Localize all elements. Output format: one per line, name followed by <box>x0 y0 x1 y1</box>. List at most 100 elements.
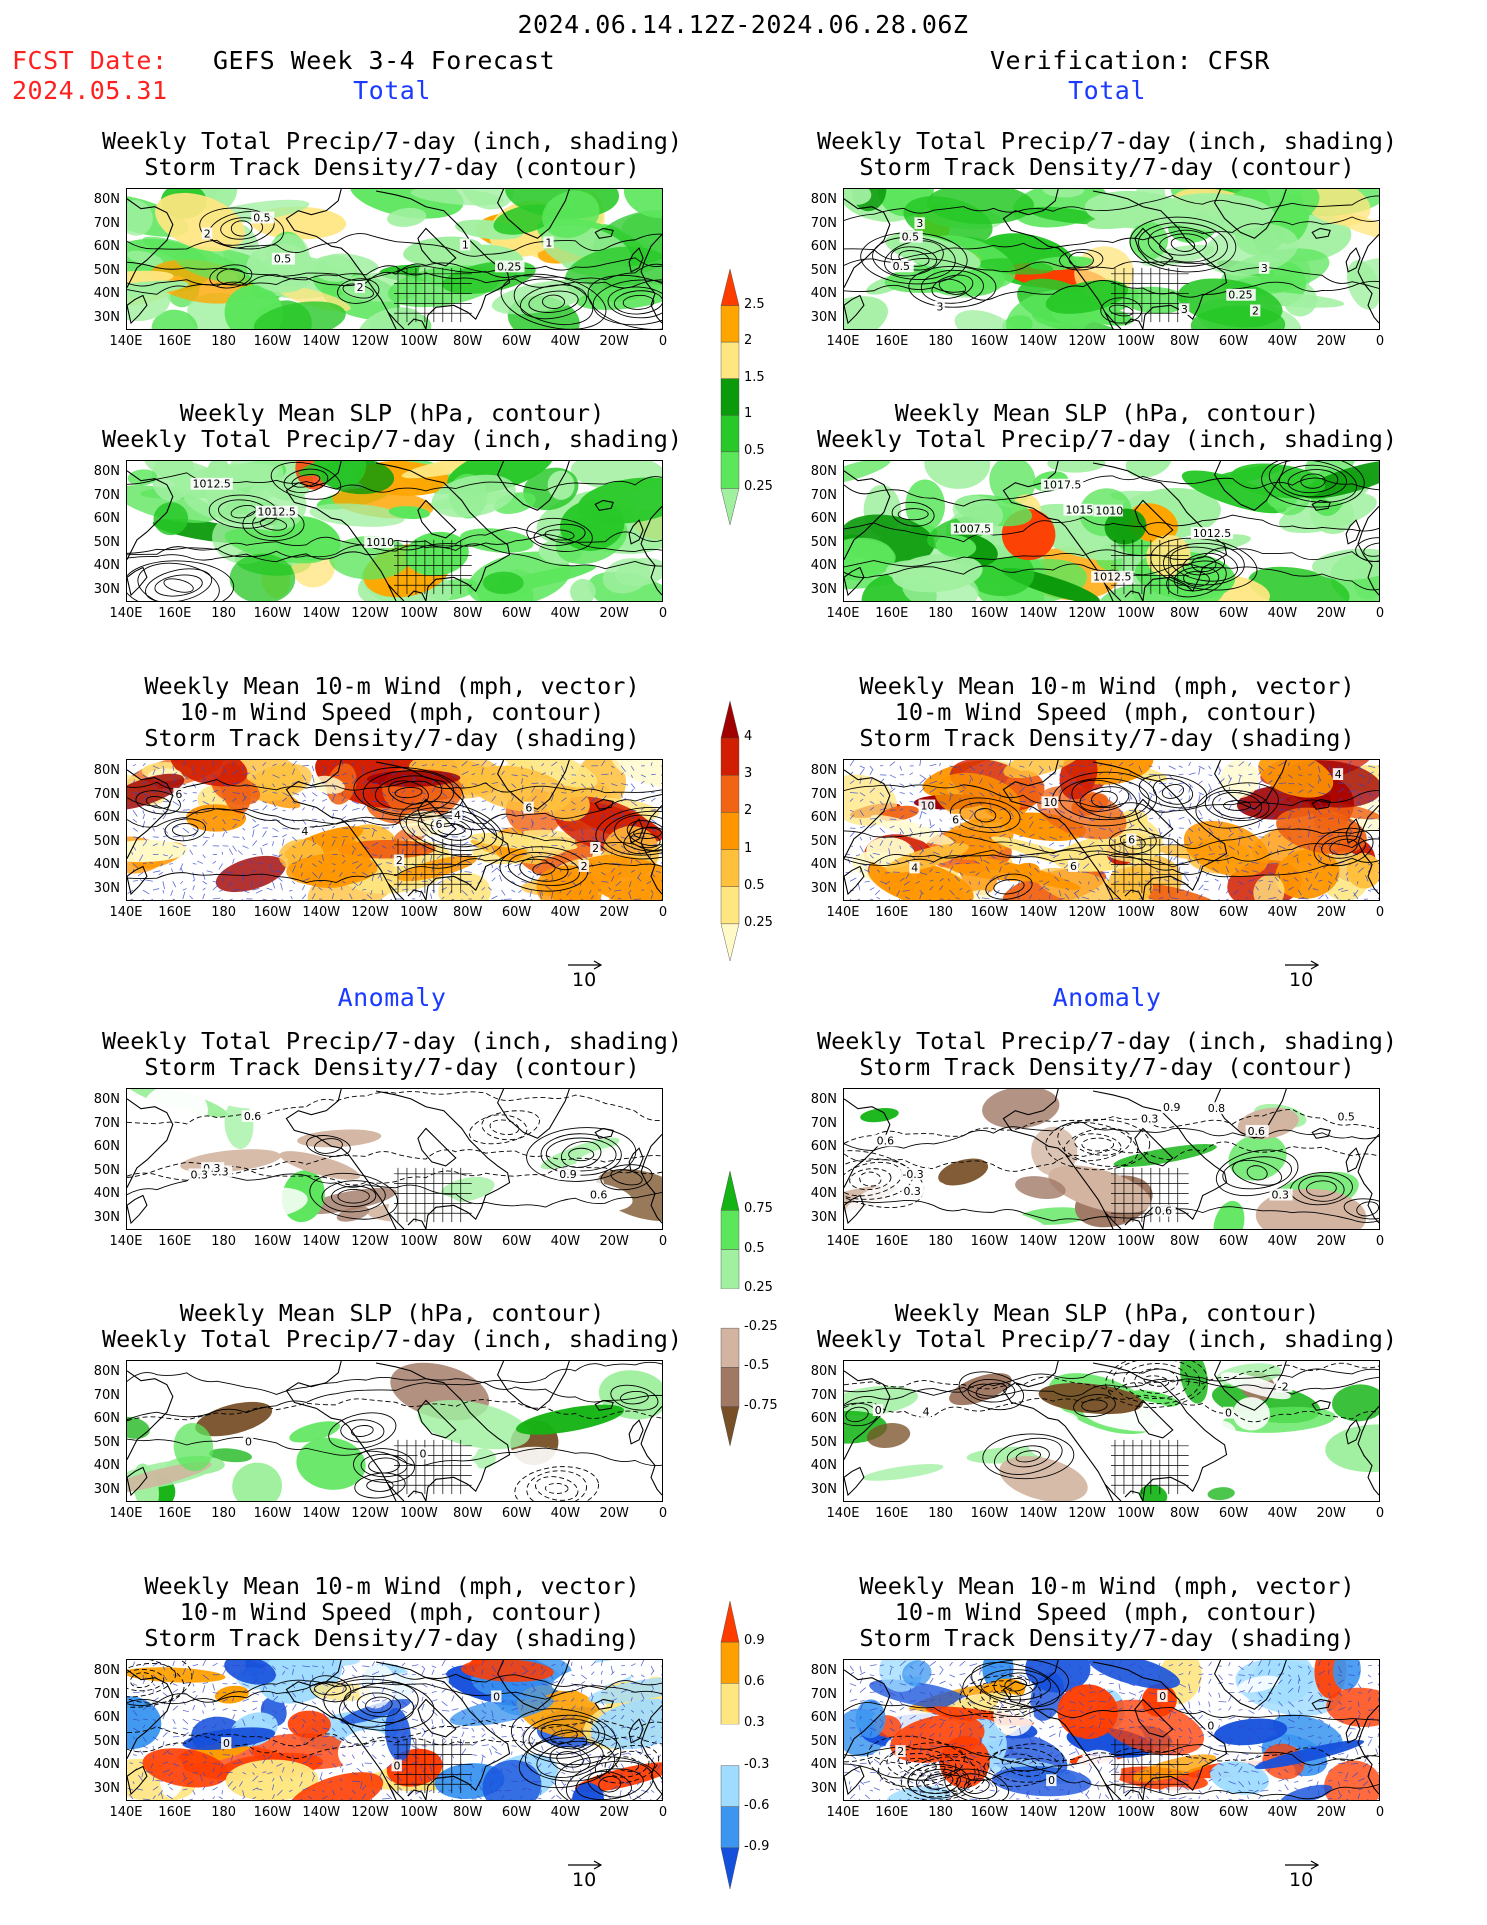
contour-label-v_tot_precip-0: 0.25 <box>1228 289 1252 302</box>
lon-label-f_tot_precip-4: 140W <box>302 334 341 349</box>
lon-label-f_anom_precip-6: 100W <box>400 1234 438 1249</box>
lon-label-v_anom_wind-6: 100W <box>1117 1805 1155 1820</box>
contour-label-v_tot_precip-7: 0.5 <box>893 260 910 273</box>
contour-label-f_tot_precip-0: 2 <box>204 227 211 240</box>
lon-label-f_tot_slp-7: 80W <box>453 606 483 621</box>
map-panel-v_anom_slp: 4 0 0 -2 <box>843 1360 1380 1502</box>
lat-label-f_anom_wind-1: 70N <box>93 1686 120 1702</box>
lat-label-v_anom_wind-0: 80N <box>810 1663 837 1678</box>
lon-label-v_anom_wind-8: 60W <box>1218 1805 1249 1820</box>
lon-label-f_tot_precip-3: 160W <box>253 334 292 349</box>
contour-label-v_anom_wind-0: 0 <box>1207 1720 1214 1733</box>
lon-label-v_anom_slp-6: 100W <box>1117 1506 1155 1521</box>
lat-label-v_tot_wind-5: 30N <box>810 880 837 896</box>
lon-label-f_tot_slp-1: 160E <box>158 606 192 621</box>
lon-label-f_tot_wind-5: 120W <box>351 905 389 920</box>
lon-label-v_anom_slp-11: 0 <box>1375 1506 1385 1521</box>
lat-label-f_anom_slp-4: 40N <box>93 1458 120 1473</box>
lon-label-v_tot_slp-6: 100W <box>1117 606 1155 621</box>
colorbar-label-anom_storm-0: -0.9 <box>744 1838 770 1854</box>
panel-title-f_tot_precip-1: Storm Track Density/7-day (contour) <box>144 153 640 181</box>
contour-label-f_anom_precip-1: 0.6 <box>244 1110 261 1123</box>
lon-label-f_tot_slp-0: 140E <box>109 606 143 621</box>
panel-title-f_anom_precip-1: Storm Track Density/7-day (contour) <box>144 1053 640 1081</box>
map-panel-v_tot_precip: 0.25 0.5 2 3 3 3 3 0.5 <box>843 188 1380 330</box>
forecast-column-title: GEFS Week 3-4 Forecast <box>213 46 556 75</box>
panel-title-v_tot_wind-2: Storm Track Density/7-day (shading) <box>859 724 1355 752</box>
panel-title-v_tot_slp-1: Weekly Total Precip/7-day (inch, shading… <box>816 425 1398 453</box>
lon-label-v_tot_slp-8: 60W <box>1218 606 1249 621</box>
map-field-f_anom_precip: 0.90.60.30.30.30.6 <box>127 1089 662 1229</box>
colorbar-segment-anom_precip-4 <box>720 1249 740 1290</box>
colorbar-segment-total_precip-4 <box>720 341 740 379</box>
lon-label-f_tot_wind-6: 100W <box>400 905 438 920</box>
panel-title-f_anom_wind-2: Storm Track Density/7-day (shading) <box>144 1624 640 1652</box>
map-field-v_tot_slp: 1007.5 1017.5 1015 1010 1012.5 1012.5 <box>844 461 1379 601</box>
lon-label-f_tot_slp-5: 120W <box>351 606 389 621</box>
lon-label-f_tot_precip-1: 160E <box>158 334 192 349</box>
contour-label-f_tot_wind-3: 6 <box>525 802 532 815</box>
lon-label-v_anom_wind-2: 180 <box>928 1805 954 1820</box>
lat-label-v_tot_precip-3: 50N <box>810 262 837 278</box>
lon-label-v_anom_precip-11: 0 <box>1375 1234 1385 1249</box>
lon-label-v_tot_slp-5: 120W <box>1068 606 1106 621</box>
lon-label-f_tot_slp-10: 20W <box>599 606 629 621</box>
lon-label-f_anom_slp-1: 160E <box>158 1506 192 1521</box>
colorbar-label-total_storm-1: 0.5 <box>744 877 765 893</box>
colorbar-label-total_storm-2: 1 <box>744 840 753 856</box>
contour-label-v_tot_slp-1: 1017.5 <box>1043 479 1081 492</box>
contour-label-v_tot_slp-2: 1015 <box>1065 504 1093 517</box>
colorbar-segment-anom_storm-2 <box>720 1765 740 1807</box>
colorbar-label-anom_precip-5: 0.75 <box>744 1201 773 1217</box>
lat-label-f_anom_slp-2: 60N <box>93 1411 120 1426</box>
lat-label-f_anom_precip-0: 80N <box>93 1092 120 1107</box>
contour-label-v_anom_precip-1: 0.6 <box>877 1135 894 1148</box>
contour-label-f_tot_wind-2: 2 <box>592 842 599 855</box>
lat-label-f_tot_precip-0: 80N <box>93 192 120 207</box>
lon-label-f_tot_wind-3: 160W <box>253 905 292 920</box>
lon-label-f_tot_wind-1: 160E <box>158 905 192 920</box>
map-field-f_anom_slp: 00 <box>127 1361 662 1501</box>
map-panel-v_anom_wind: 0 2 0 0 <box>843 1659 1380 1801</box>
contour-label-v_anom_slp-0: 4 <box>923 1406 930 1419</box>
lat-label-f_anom_wind-2: 60N <box>93 1710 120 1725</box>
contour-label-v_anom_precip-8: -0.3 <box>902 1168 923 1181</box>
lon-label-f_anom_slp-5: 120W <box>351 1506 389 1521</box>
lat-label-v_tot_precip-4: 40N <box>810 286 837 301</box>
panel-title-f_tot_slp-0: Weekly Mean SLP (hPa, contour) <box>179 399 605 427</box>
panel-title-f_anom_slp-1: Weekly Total Precip/7-day (inch, shading… <box>101 1325 683 1353</box>
lon-label-f_anom_precip-11: 0 <box>658 1234 668 1249</box>
contour-label-v_tot_precip-3: 3 <box>936 301 943 314</box>
panel-title-v_anom_wind-0: Weekly Mean 10-m Wind (mph, vector) <box>859 1572 1355 1600</box>
panel-title-v_tot_precip-0: Weekly Total Precip/7-day (inch, shading… <box>816 127 1398 155</box>
lat-label-f_anom_precip-5: 30N <box>93 1209 120 1225</box>
lat-label-v_tot_wind-2: 60N <box>810 810 837 825</box>
colorbar-label-anom_precip-0: -0.75 <box>744 1397 778 1413</box>
contour-label-v_anom_wind-3: 0 <box>1159 1690 1166 1703</box>
lon-label-f_anom_wind-5: 120W <box>351 1805 389 1820</box>
lat-label-f_tot_slp-2: 60N <box>93 511 120 526</box>
contour-label-v_anom_precip-6: 0.9 <box>1163 1101 1180 1114</box>
lon-label-v_tot_precip-4: 140W <box>1019 334 1058 349</box>
lon-label-f_anom_slp-10: 20W <box>599 1506 629 1521</box>
contour-label-v_anom_wind-2: 0 <box>1048 1774 1055 1787</box>
lat-label-f_anom_slp-5: 30N <box>93 1481 120 1497</box>
contour-label-f_tot_slp-2: 1012.5 <box>258 506 296 519</box>
lat-label-v_anom_precip-0: 80N <box>810 1092 837 1107</box>
lat-label-v_anom_slp-3: 50N <box>810 1434 837 1450</box>
lon-label-f_tot_slp-4: 140W <box>302 606 341 621</box>
lon-label-v_tot_precip-6: 100W <box>1117 334 1155 349</box>
panel-title-v_anom_slp-1: Weekly Total Precip/7-day (inch, shading… <box>816 1325 1398 1353</box>
vector-reference-label-f_anom_wind: 10 <box>572 1869 597 1891</box>
contour-label-f_tot_precip-4: 1 <box>462 239 469 252</box>
contour-label-v_anom_wind-1: 2 <box>897 1745 904 1758</box>
vector-reference-arrow-f_anom_wind <box>568 1860 603 1870</box>
lat-label-f_tot_precip-4: 40N <box>93 286 120 301</box>
colorbar-segment-anom_storm-6 <box>720 1600 740 1643</box>
panel-title-v_anom_precip-1: Storm Track Density/7-day (contour) <box>859 1053 1355 1081</box>
colorbar-label-total_precip-0: 0.25 <box>744 479 773 495</box>
colorbar-label-total_precip-5: 2.5 <box>744 296 765 312</box>
map-panel-v_tot_wind: 6 4 4 6 10 6 10 <box>843 759 1380 901</box>
